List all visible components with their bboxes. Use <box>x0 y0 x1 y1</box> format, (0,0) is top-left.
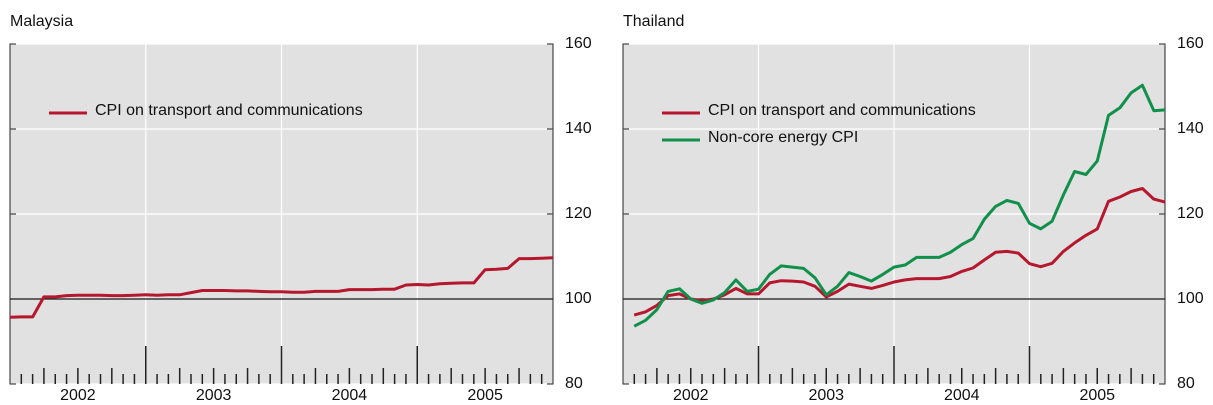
y-tick-label: 80 <box>565 375 583 392</box>
y-tick-label: 100 <box>565 290 592 307</box>
x-tick-label: 2005 <box>467 387 503 404</box>
y-tick-label: 100 <box>1177 290 1204 307</box>
data-line <box>633 83 1166 328</box>
data-line <box>9 256 554 319</box>
panel-title: Malaysia <box>10 13 73 30</box>
y-tick-label: 140 <box>1177 120 1204 137</box>
y-tick-label: 140 <box>565 120 592 137</box>
y-tick-label: 80 <box>1177 375 1195 392</box>
x-tick-label: 2004 <box>332 387 368 404</box>
x-tick-label: 2004 <box>944 387 980 404</box>
legend-label: CPI on transport and communications <box>95 102 363 119</box>
x-tick-label: 2003 <box>808 387 844 404</box>
y-tick-label: 160 <box>565 35 592 52</box>
x-tick-label: 2002 <box>673 387 709 404</box>
panel-title: Thailand <box>623 13 684 30</box>
x-tick-label: 2005 <box>1079 387 1115 404</box>
legend-label: Non-core energy CPI <box>708 129 858 146</box>
x-tick-label: 2003 <box>196 387 232 404</box>
legend-label: CPI on transport and communications <box>708 102 976 119</box>
y-tick-label: 160 <box>1177 35 1204 52</box>
x-tick-label: 2002 <box>60 387 96 404</box>
y-tick-label: 120 <box>1177 205 1204 222</box>
y-tick-label: 120 <box>565 205 592 222</box>
